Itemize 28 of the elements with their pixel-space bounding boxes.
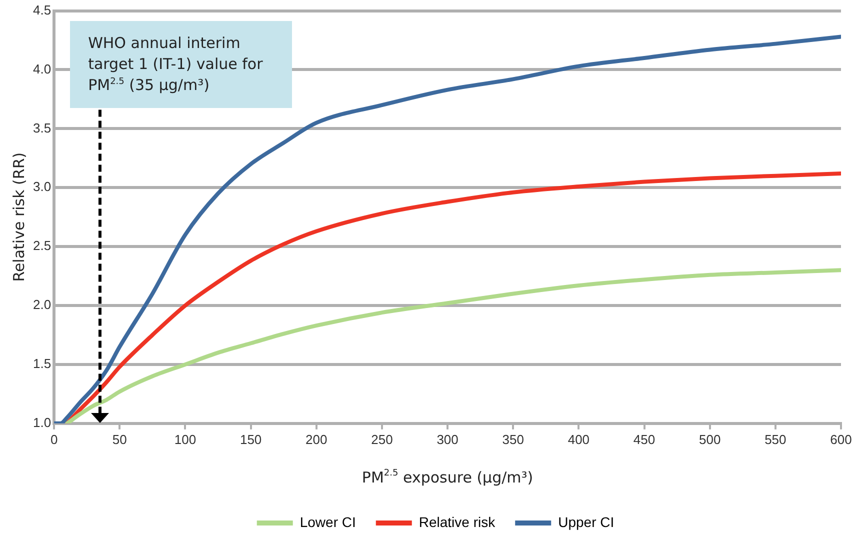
x-tick-label: 300 <box>436 432 458 447</box>
x-tick-label: 550 <box>764 432 786 447</box>
x-tick-label: 100 <box>174 432 196 447</box>
y-tick-label: 4.0 <box>32 61 52 76</box>
y-tick-label: 1.5 <box>32 356 52 372</box>
y-axis-title: Relative risk (RR) <box>10 152 28 282</box>
y-tick-label: 3.0 <box>32 179 52 194</box>
x-tick-label: 400 <box>568 432 590 447</box>
y-tick-label: 4.5 <box>32 2 52 18</box>
y-tick-label: 2.0 <box>32 297 52 312</box>
legend-label: Upper CI <box>558 514 614 530</box>
x-tick-label: 500 <box>698 432 721 447</box>
x-tick-label: 150 <box>240 432 262 447</box>
y-tick-label: 2.5 <box>32 238 52 254</box>
x-tick-label: 0 <box>50 432 58 447</box>
legend-label: Lower CI <box>300 514 356 530</box>
x-tick-label: 450 <box>633 432 656 447</box>
ref-line-label: WHO annual interim target 1 (IT-1) value for PM$^{2.5}$ (35 µg/m³) <box>70 20 292 108</box>
x-tick-label: 350 <box>502 432 524 447</box>
y-tick-label: 1.0 <box>32 414 52 430</box>
y-tick-label: 3.5 <box>32 120 52 136</box>
line-series <box>65 171 841 424</box>
line-series <box>65 268 841 424</box>
legend-label: Relative risk <box>418 514 496 530</box>
x-tick-label: 600 <box>830 432 852 447</box>
x-tick-label: 200 <box>306 432 328 447</box>
x-tick-label: 250 <box>371 432 393 447</box>
x-tick-label: 50 <box>112 432 127 447</box>
